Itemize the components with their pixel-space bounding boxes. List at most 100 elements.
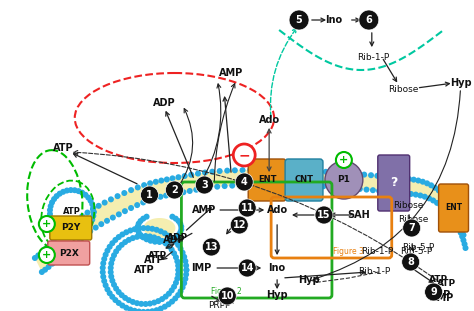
Text: Ribose: Ribose [399,216,429,225]
Circle shape [130,235,136,241]
Circle shape [173,280,179,286]
Circle shape [46,264,52,270]
Circle shape [359,10,379,30]
Circle shape [147,180,153,186]
Circle shape [182,276,188,282]
Circle shape [72,240,78,246]
Circle shape [54,257,59,263]
Circle shape [173,216,179,222]
Circle shape [161,239,167,245]
Circle shape [434,200,440,206]
Circle shape [75,188,82,194]
Circle shape [64,188,70,193]
Circle shape [159,296,165,302]
Circle shape [158,178,164,183]
Circle shape [166,243,172,249]
Circle shape [57,227,63,233]
Circle shape [119,242,125,248]
Circle shape [428,182,434,188]
Circle shape [67,245,73,251]
Circle shape [145,225,151,231]
Circle shape [454,213,460,219]
Circle shape [100,260,106,266]
Circle shape [169,235,175,241]
Circle shape [450,215,456,221]
Circle shape [140,216,146,222]
Circle shape [181,280,187,286]
Circle shape [126,237,132,243]
Text: AMP: AMP [192,205,217,215]
Circle shape [69,221,75,227]
Circle shape [169,287,175,293]
Circle shape [60,230,65,236]
Circle shape [85,195,91,201]
Circle shape [51,222,57,228]
Text: Figure 3: Figure 3 [333,247,365,256]
Circle shape [137,218,144,224]
Circle shape [147,300,153,307]
Circle shape [62,249,68,255]
Circle shape [285,167,291,173]
Text: 14: 14 [240,263,254,273]
Circle shape [107,290,113,296]
Circle shape [121,190,128,196]
Circle shape [89,201,95,207]
Circle shape [230,216,248,234]
Text: 3: 3 [201,180,208,190]
Circle shape [406,176,412,182]
Text: 2: 2 [171,185,178,195]
Circle shape [82,192,89,198]
FancyBboxPatch shape [438,184,468,232]
Circle shape [151,234,157,240]
Circle shape [47,207,53,213]
Text: CNT: CNT [294,175,313,184]
Circle shape [122,295,128,301]
Circle shape [48,203,54,209]
Circle shape [113,248,119,254]
Circle shape [430,197,436,203]
Circle shape [101,200,108,206]
Circle shape [149,226,155,232]
Circle shape [43,246,48,252]
Text: 8: 8 [407,257,414,267]
Circle shape [64,230,70,236]
Circle shape [165,181,183,199]
Text: 10: 10 [220,291,234,301]
Circle shape [141,186,158,204]
Text: 4: 4 [241,177,247,187]
Text: Ribose: Ribose [393,201,424,210]
Circle shape [162,230,168,236]
Circle shape [123,229,129,235]
Circle shape [403,219,420,237]
FancyBboxPatch shape [285,159,323,201]
Circle shape [350,185,356,191]
Circle shape [255,167,261,173]
Circle shape [135,224,141,230]
Circle shape [403,190,409,197]
Circle shape [138,301,144,307]
Circle shape [135,226,141,232]
Text: 12: 12 [232,220,246,230]
Circle shape [346,170,352,176]
Text: 11: 11 [240,203,254,213]
Circle shape [108,265,114,271]
Circle shape [119,231,125,238]
Circle shape [178,226,184,232]
Circle shape [292,167,299,173]
Circle shape [224,168,230,174]
Circle shape [145,309,151,311]
Circle shape [140,309,146,311]
Circle shape [183,272,189,277]
Circle shape [68,231,74,237]
Circle shape [376,188,382,194]
Circle shape [152,239,158,245]
Circle shape [323,169,329,175]
Circle shape [175,272,181,277]
Text: ATP: ATP [437,278,456,287]
Circle shape [456,217,462,223]
Text: 5: 5 [296,15,302,25]
Circle shape [165,238,172,244]
Text: Ado: Ado [266,205,288,215]
Text: 9: 9 [430,287,437,297]
Circle shape [195,170,201,177]
